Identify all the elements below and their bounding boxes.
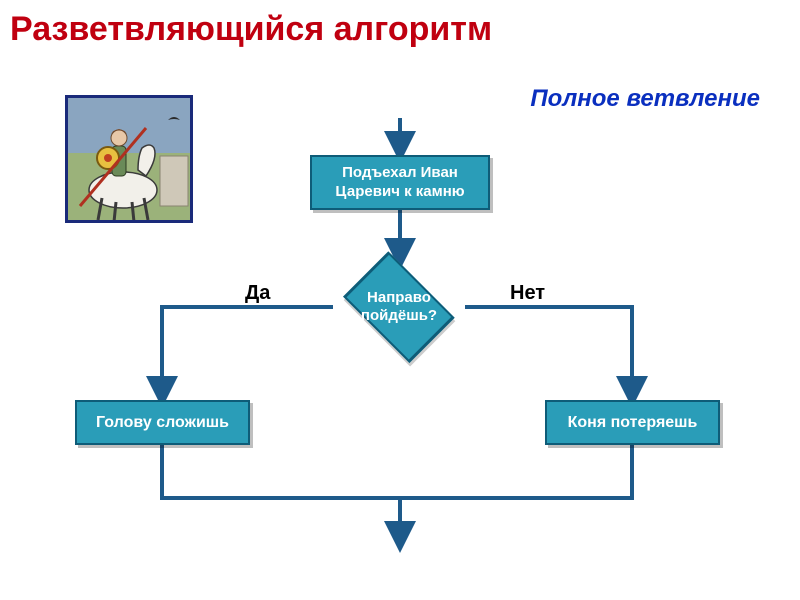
knight-on-horse-icon	[68, 98, 193, 223]
process-box-start: Подъехал Иван Царевич к камню	[310, 155, 490, 210]
process-text: Подъехал Иван Царевич к камню	[320, 164, 480, 202]
subtitle: Полное ветвление	[530, 85, 760, 113]
edge-label-yes: Да	[245, 282, 270, 305]
process-text: Голову сложишь	[96, 413, 229, 433]
decision-text: Направо пойдёшь?	[333, 289, 465, 325]
knight-illustration	[65, 95, 193, 223]
edge-label-no: Нет	[510, 282, 545, 305]
decision-diamond: Направо пойдёшь?	[333, 262, 465, 352]
process-box-left: Голову сложишь	[75, 400, 250, 445]
page-title: Разветвляющийся алгоритм	[10, 10, 492, 49]
process-text: Коня потеряешь	[568, 413, 698, 433]
process-box-right: Коня потеряешь	[545, 400, 720, 445]
